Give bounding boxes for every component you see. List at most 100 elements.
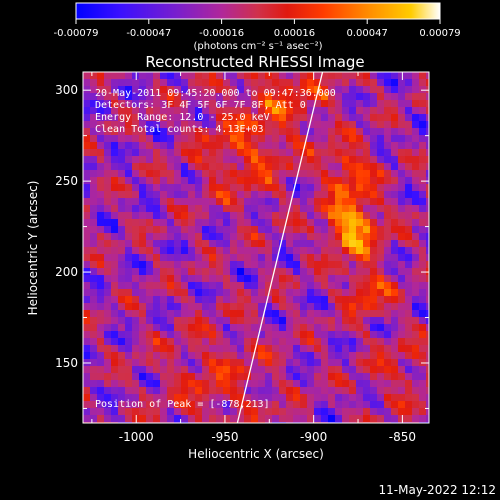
heatmap-cell: [139, 331, 147, 339]
heatmap-cell: [195, 114, 203, 122]
heatmap-cell: [384, 366, 392, 374]
heatmap-cell: [160, 282, 168, 290]
heatmap-cell: [97, 296, 105, 304]
heatmap-cell: [356, 128, 364, 136]
heatmap-cell: [97, 338, 105, 346]
heatmap-cell: [272, 366, 280, 374]
heatmap-cell: [181, 289, 189, 297]
heatmap-cell: [384, 226, 392, 234]
heatmap-cell: [384, 296, 392, 304]
heatmap-cell: [342, 324, 350, 332]
heatmap-cell: [412, 282, 420, 290]
heatmap-cell: [237, 268, 245, 276]
heatmap-cell: [223, 100, 231, 108]
heatmap-cell: [174, 338, 182, 346]
heatmap-cell: [181, 93, 189, 101]
heatmap-cell: [377, 387, 385, 395]
heatmap-cell: [174, 324, 182, 332]
heatmap-cell: [377, 219, 385, 227]
heatmap-cell: [293, 261, 301, 269]
heatmap-cell: [342, 366, 350, 374]
heatmap-cell: [293, 331, 301, 339]
heatmap-cell: [111, 261, 119, 269]
heatmap-cell: [314, 303, 322, 311]
heatmap-cell: [181, 149, 189, 157]
heatmap-cell: [286, 296, 294, 304]
heatmap-cell: [104, 282, 112, 290]
heatmap-cell: [321, 408, 329, 416]
heatmap-cell: [300, 331, 308, 339]
heatmap-cell: [125, 93, 133, 101]
heatmap-cell: [328, 128, 336, 136]
heatmap-cell: [139, 198, 147, 206]
heatmap-cell: [398, 324, 406, 332]
heatmap-cell: [111, 247, 119, 255]
heatmap-cell: [258, 408, 266, 416]
heatmap-cell: [111, 100, 119, 108]
heatmap-cell: [293, 219, 301, 227]
heatmap-cell: [328, 366, 336, 374]
heatmap-cell: [251, 303, 259, 311]
heatmap-cell: [202, 233, 210, 241]
heatmap-cell: [384, 219, 392, 227]
heatmap-cell: [300, 135, 308, 143]
heatmap-cell: [419, 163, 427, 171]
heatmap-cell: [377, 191, 385, 199]
heatmap-cell: [153, 93, 161, 101]
heatmap-cell: [342, 142, 350, 150]
heatmap-cell: [97, 72, 105, 80]
heatmap-cell: [83, 289, 91, 297]
heatmap-cell: [363, 401, 371, 409]
heatmap-cell: [153, 240, 161, 248]
heatmap-cell: [237, 275, 245, 283]
heatmap-cell: [265, 380, 273, 388]
heatmap-cell: [125, 401, 133, 409]
heatmap-cell: [181, 156, 189, 164]
heatmap-cell: [223, 296, 231, 304]
heatmap-cell: [293, 149, 301, 157]
heatmap-cell: [118, 380, 126, 388]
heatmap-cell: [398, 394, 406, 402]
heatmap-cell: [279, 156, 287, 164]
heatmap-cell: [363, 226, 371, 234]
heatmap-cell: [181, 233, 189, 241]
heatmap-cell: [412, 79, 420, 87]
heatmap-cell: [307, 296, 315, 304]
heatmap-cell: [349, 415, 357, 423]
heatmap-cell: [174, 352, 182, 360]
heatmap-cell: [244, 275, 252, 283]
heatmap-cell: [335, 324, 343, 332]
heatmap-cell: [349, 359, 357, 367]
heatmap-cell: [363, 254, 371, 262]
heatmap-cell: [146, 345, 154, 353]
heatmap-cell: [321, 352, 329, 360]
heatmap-cell: [405, 72, 413, 80]
heatmap-cell: [132, 100, 140, 108]
heatmap-cell: [328, 72, 336, 80]
heatmap-cell: [118, 324, 126, 332]
heatmap-cell: [412, 275, 420, 283]
heatmap-cell: [125, 261, 133, 269]
heatmap-cell: [307, 121, 315, 129]
heatmap-cell: [104, 79, 112, 87]
heatmap-cell: [202, 107, 210, 115]
heatmap-cell: [363, 310, 371, 318]
heatmap-cell: [349, 387, 357, 395]
heatmap-cell: [153, 156, 161, 164]
heatmap-cell: [244, 282, 252, 290]
heatmap-cell: [174, 317, 182, 325]
heatmap-cell: [321, 394, 329, 402]
heatmap-cell: [384, 275, 392, 283]
heatmap-cell: [405, 282, 413, 290]
heatmap-cell: [188, 219, 196, 227]
heatmap-cell: [412, 72, 420, 80]
heatmap-cell: [272, 191, 280, 199]
heatmap-cell: [419, 380, 427, 388]
heatmap-cell: [419, 135, 427, 143]
heatmap-cell: [153, 261, 161, 269]
heatmap-cell: [258, 72, 266, 80]
heatmap-cell: [104, 121, 112, 129]
heatmap-cell: [209, 163, 217, 171]
heatmap-cell: [356, 415, 364, 423]
heatmap-cell: [300, 212, 308, 220]
